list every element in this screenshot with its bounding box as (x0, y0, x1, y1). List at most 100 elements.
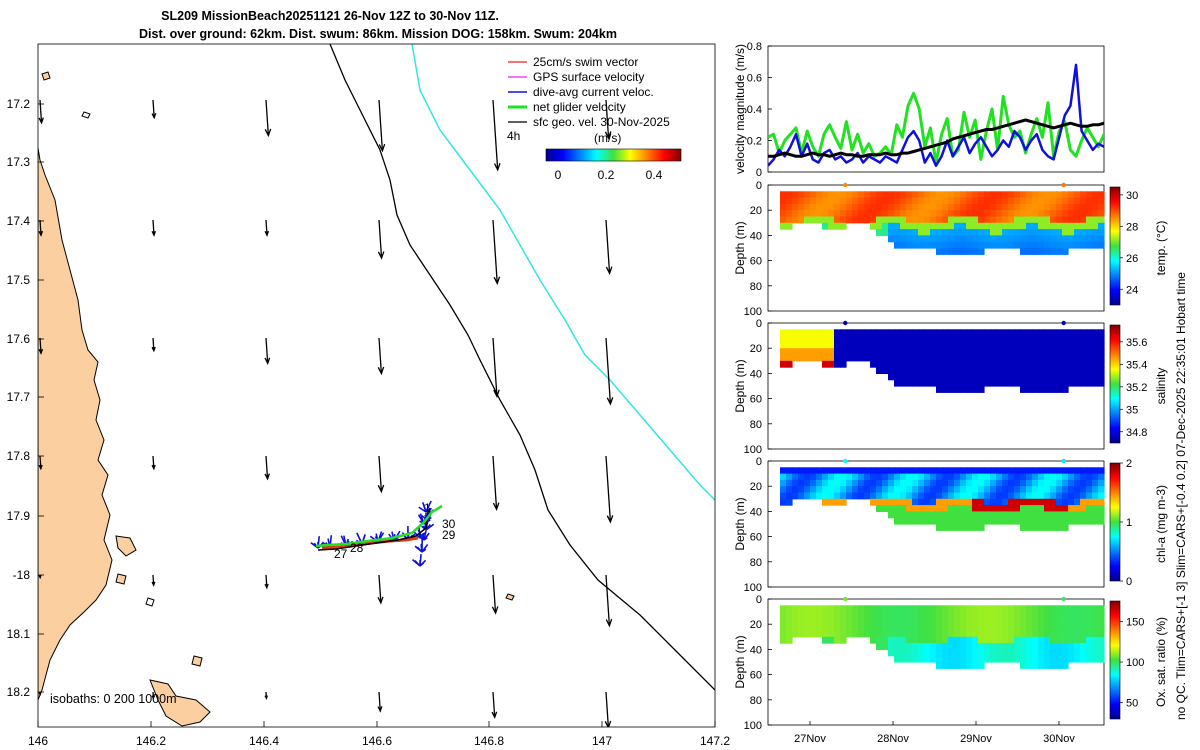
salinity-cbar-tick-label: 34.8 (1126, 427, 1147, 439)
temperature-cell (816, 197, 823, 205)
chlorophyll-cell (894, 486, 901, 494)
oxygen-surface-dot (843, 596, 848, 602)
salinity-cell (918, 354, 925, 362)
oxygen-cell (960, 636, 967, 644)
temperature-cell (1098, 191, 1105, 199)
oxygen-cell (1092, 611, 1099, 619)
chlorophyll-cell (906, 473, 913, 481)
salinity-surface-dot (843, 320, 848, 326)
temperature-cell (984, 210, 991, 218)
chlorophyll-cell (894, 467, 901, 475)
oxygen-cell (816, 611, 823, 619)
temperature-cell (972, 235, 979, 243)
chlorophyll-cell (1026, 486, 1033, 494)
salinity-cell (876, 354, 883, 362)
chlorophyll-cell (948, 505, 955, 512)
temperature-cells (780, 191, 1105, 255)
salinity-cell (882, 341, 889, 349)
oxygen-cell (1092, 617, 1099, 625)
salinity-cell (804, 335, 811, 343)
chlorophyll-cell (918, 505, 925, 512)
temperature-cell (918, 210, 925, 218)
chlorophyll-cell (978, 467, 985, 475)
temperature-cell (990, 191, 997, 199)
temperature-cell (1098, 203, 1105, 211)
map-xtick-label: 146 (28, 734, 48, 748)
temperature-cell (786, 203, 793, 211)
temperature-cell (870, 216, 877, 224)
salinity-cell (786, 329, 793, 337)
oxygen-surface-dot (1061, 596, 1066, 602)
temperature-cell (978, 241, 985, 249)
oxygen-cell (954, 630, 961, 638)
oxygen-cell (816, 624, 823, 632)
temperature-cell (996, 229, 1003, 236)
map-xtick-label: 147 (592, 734, 612, 748)
salinity-cell (834, 348, 841, 356)
oxygen-cell (990, 611, 997, 619)
temperature-cell (1056, 235, 1063, 243)
oxygen-cell (924, 630, 931, 638)
dive-avg-vector (425, 523, 435, 531)
salinity-cell (1080, 354, 1087, 362)
chlorophyll-cell (828, 492, 835, 500)
oxygen-cell (780, 636, 787, 644)
temperature-cell (1098, 210, 1105, 218)
oxygen-cell (894, 611, 901, 619)
temperature-cell (1038, 191, 1045, 199)
chlorophyll-cell (966, 479, 973, 487)
temperature-ytick-label: 60 (750, 256, 762, 268)
oxygen-cell (1062, 611, 1069, 619)
chlorophyll-cell (912, 467, 919, 475)
temperature-cell (1080, 203, 1087, 211)
chlorophyll-cell (960, 473, 967, 481)
chlorophyll-cell (906, 517, 913, 525)
oxygen-cell (1038, 643, 1045, 650)
geo-arrow-head (378, 143, 386, 153)
salinity-cell (906, 341, 913, 349)
temperature-cell (876, 197, 883, 205)
temperature-cell (882, 197, 889, 205)
oxygen-cell (972, 649, 979, 657)
salinity-cell (906, 348, 913, 356)
chlorophyll-cell (1020, 511, 1027, 519)
salinity-cell (960, 348, 967, 356)
oxygen-cell (906, 630, 913, 638)
temperature-cell (930, 191, 937, 199)
oxygen-cell (972, 643, 979, 650)
geo-arrow-shaft (378, 99, 384, 151)
oxygen-cell (918, 617, 925, 625)
oxygen-cell (900, 655, 907, 663)
geo-arrow-shaft (265, 219, 268, 236)
chlorophyll-cell (1014, 511, 1021, 519)
chlorophyll-cell (1026, 498, 1033, 506)
temperature-cell (1068, 210, 1075, 218)
chlorophyll-cell (858, 479, 865, 487)
temperature-cell (972, 229, 979, 236)
salinity-cell (828, 348, 835, 356)
salinity-cell (1092, 335, 1099, 343)
chlorophyll-cell (1080, 511, 1087, 519)
chlorophyll-cell (1062, 505, 1069, 512)
chlorophyll-cell (1032, 511, 1039, 519)
temperature-cell (1008, 235, 1015, 243)
temperature-cell (906, 222, 913, 230)
salinity-cell (900, 360, 907, 368)
chlorophyll-cell (846, 492, 853, 500)
temperature-cell (828, 203, 835, 211)
oxygen-cell (1062, 624, 1069, 632)
oxygen-cell (1092, 649, 1099, 657)
oxygen-cell (804, 624, 811, 632)
oxygen-cell (834, 617, 841, 625)
temperature-cell (918, 241, 925, 249)
salinity-cell (966, 373, 973, 381)
temperature-cell (870, 191, 877, 199)
temperature-cell (1068, 229, 1075, 236)
map-ytick-label: 17.4 (7, 214, 31, 228)
oxygen-cell (948, 630, 955, 638)
oxygen-cell (954, 636, 961, 644)
temperature-cell (804, 197, 811, 205)
temperature-cell (834, 191, 841, 199)
temperature-cell (822, 197, 829, 205)
oxygen-cell (924, 643, 931, 650)
